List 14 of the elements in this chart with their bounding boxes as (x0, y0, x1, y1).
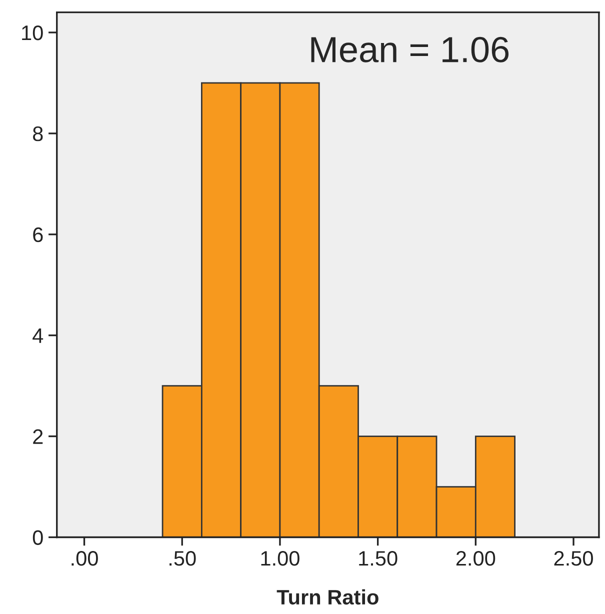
x-tick-label: .00 (72, 550, 98, 566)
x-axis-title: Turn Ratio (276, 589, 378, 605)
x-tick-label: 1.00 (261, 550, 300, 566)
y-tick-label: 2 (33, 429, 43, 444)
x-tick-label: 1.50 (359, 550, 398, 566)
y-tick-label: 10 (22, 25, 43, 40)
x-tick-label: 2.00 (456, 550, 496, 566)
y-tick-label: 6 (33, 227, 43, 242)
annotation: Mean = 1.06 (311, 36, 509, 62)
y-tick-label: 8 (32, 126, 43, 142)
x-tick-label: .50 (170, 550, 196, 566)
y-tick-label: 4 (32, 328, 44, 343)
y-tick-label: 0 (32, 530, 43, 546)
x-tick-label: 2.50 (554, 550, 593, 566)
